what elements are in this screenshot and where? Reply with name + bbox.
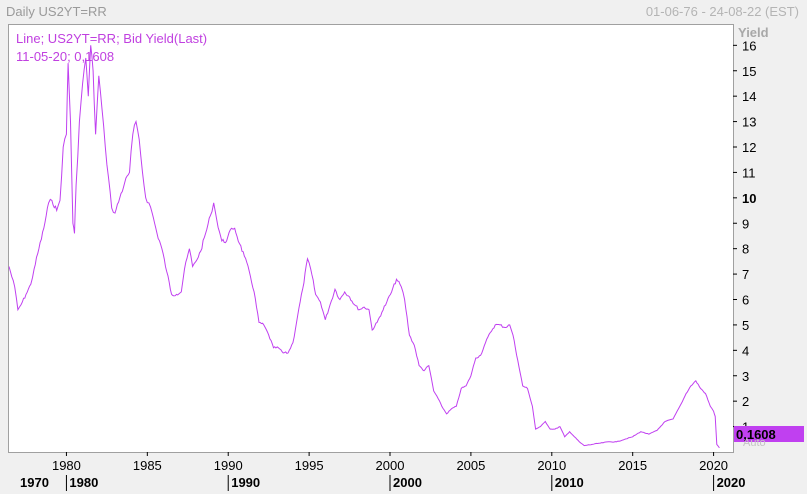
series-line [8,45,720,449]
y-tick-label: 9 [742,216,749,231]
y-tick-label: 5 [742,318,749,333]
y-tick-label: 14 [742,89,756,104]
x-tick-label: 2015 [618,458,647,473]
last-value-badge [734,426,804,442]
decade-axis: 1970 1980 1990 2000 2010 2020 [20,475,746,491]
y-tick-label: 15 [742,64,756,79]
plot-area[interactable] [8,24,734,453]
x-tick-label: 2005 [456,458,485,473]
decade-label: 2020 [717,475,746,490]
y-tick-label: 6 [742,293,749,308]
x-tick-label: 2020 [699,458,728,473]
y-tick-label: 12 [742,140,756,155]
x-tick-label: 1995 [295,458,324,473]
x-tick-label: 2010 [537,458,566,473]
decade-label: 2010 [555,475,584,490]
y-tick-label: 8 [742,242,749,257]
y-tick-label: 7 [742,267,749,282]
y-axis: 12345678910111213141516 [733,38,756,435]
y-tick-label: 13 [742,115,756,130]
y-tick-label: 11 [742,165,756,180]
decade-label: 2000 [393,475,422,490]
legend-series: Line; US2YT=RR; Bid Yield(Last) [16,31,207,46]
decade-label: 1990 [231,475,260,490]
y-tick-label: 4 [742,343,749,358]
x-tick-label: 1980 [52,458,81,473]
y-axis-title: Yield [738,25,769,40]
y-tick-label: 16 [742,38,756,53]
y-tick-label: 2 [742,394,749,409]
last-value-text: 0,1608 [736,427,776,442]
date-range: 01-06-76 - 24-08-22 (EST) [645,4,799,19]
y-tick-label: 10 [742,191,756,206]
x-tick-label: 1990 [214,458,243,473]
decade-label: 1970 [20,475,49,490]
decade-label: 1980 [69,475,98,490]
x-axis: 1980 1985 1990 1995 2000 2005 2010 2015 2020 [52,452,728,473]
y-tick-label: 3 [742,369,749,384]
legend-last-point: 11-05-20; 0,1608 [16,49,114,64]
x-tick-label: 1985 [133,458,162,473]
chart-title: Daily US2YT=RR [6,4,107,19]
auto-scale-label[interactable]: Auto [743,437,766,449]
x-tick-label: 2000 [376,458,405,473]
